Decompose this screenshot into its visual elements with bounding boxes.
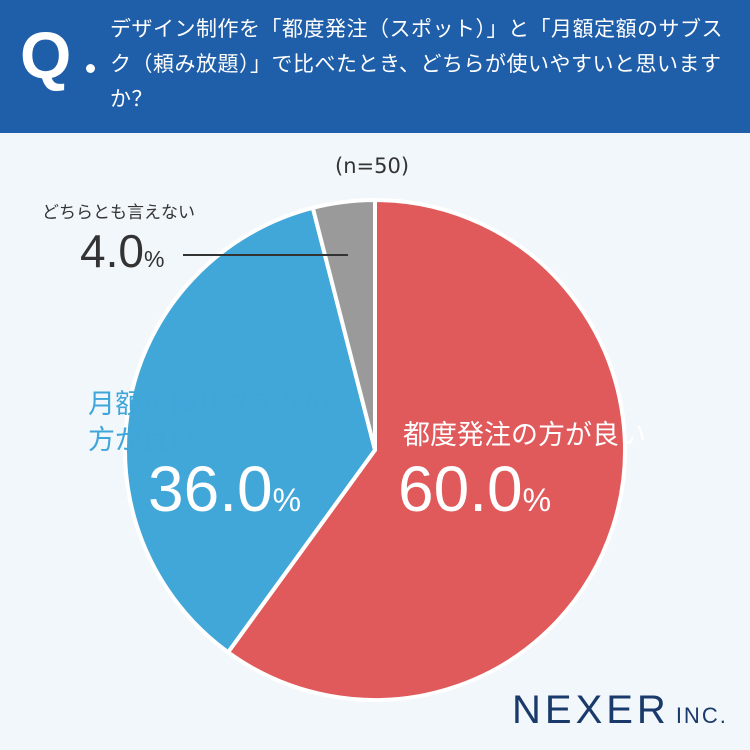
nexer-logo: NEXER INC. (512, 688, 728, 733)
neither-label: どちらとも言えない (42, 203, 195, 223)
subscription-label: 月額定額サブスクの 方が良い (88, 387, 331, 459)
slice-neither (310, 198, 377, 452)
slice-spot (226, 198, 628, 702)
question-header: Q デザイン制作を「都度発注（スポット）」と「月額定額のサブスク（頼み放題）」で… (0, 0, 750, 133)
slice-subscription (123, 205, 377, 655)
spot-unit: % (522, 482, 552, 518)
subscription-value: 36.0% (148, 453, 302, 525)
subscription-label-line2: 方が良い (88, 425, 196, 456)
question-text: デザイン制作を「都度発注（スポット）」と「月額定額のサブスク（頼み放題）」で比べ… (110, 17, 723, 111)
sample-size: (n=50) (335, 154, 410, 178)
logo-suffix: INC. (675, 703, 728, 728)
spot-value: 60.0% (398, 453, 552, 525)
subscription-unit: % (272, 482, 302, 518)
logo-name: NEXER (512, 688, 670, 732)
spot-label: 都度発注の方が良い (403, 420, 646, 451)
neither-unit: % (143, 246, 165, 272)
neither-value: 4.0% (80, 225, 165, 277)
question-mark: Q (20, 18, 72, 92)
question-dot (86, 64, 95, 73)
subscription-label-line1: 月額定額サブスクの (88, 389, 331, 420)
